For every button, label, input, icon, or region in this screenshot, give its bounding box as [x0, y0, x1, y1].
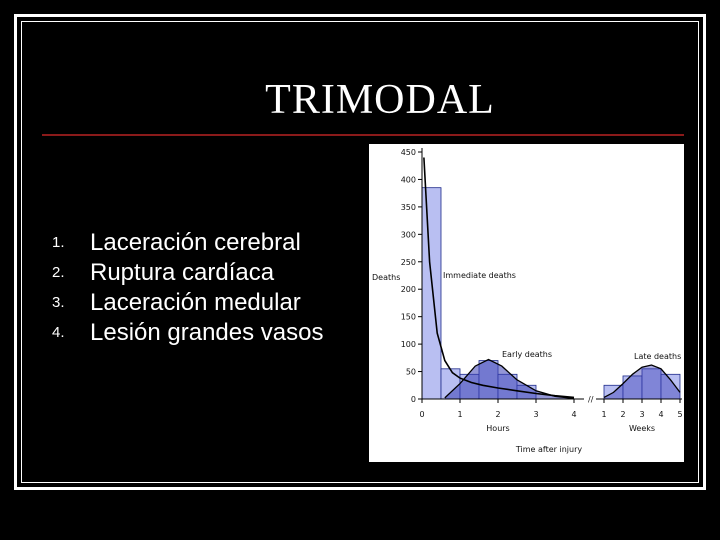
x-tick-label: 2 — [495, 410, 500, 419]
axis-break: // — [588, 395, 594, 404]
annotation-immediate-deaths: Immediate deaths — [443, 271, 516, 280]
title-divider — [42, 134, 684, 136]
week-tick-label: 2 — [620, 410, 625, 419]
early-deaths-area — [444, 359, 574, 399]
slide-frame-outer — [14, 14, 706, 490]
y-tick-label: 0 — [411, 395, 416, 404]
y-tick-label: 100 — [401, 340, 416, 349]
late-deaths-area — [604, 365, 680, 399]
list-item: 3. Laceración medular — [48, 288, 348, 318]
list-text: Laceración cerebral — [90, 229, 301, 256]
y-tick-label: 150 — [401, 313, 416, 322]
week-tick-label: 4 — [658, 410, 663, 419]
slide-frame-inner — [21, 21, 699, 483]
trimodal-chart: // 0 50 100 150 200 250 300 350 400 450 0 1 2 3 4 1 2 3 4 5 D… — [369, 144, 684, 462]
y-tick-label: 250 — [401, 258, 416, 267]
x-tick-label: 3 — [533, 410, 538, 419]
early-deaths-curve — [444, 358, 575, 400]
y-tick-label: 400 — [401, 175, 416, 184]
week-tick-label: 3 — [639, 410, 644, 419]
slide-title: TRIMODAL — [265, 77, 495, 123]
y-tick-label: 350 — [401, 203, 416, 212]
y-tick-label: 200 — [401, 285, 416, 294]
y-tick-label: 450 — [401, 148, 416, 157]
weeks-axis-label: Weeks — [629, 424, 655, 433]
annotation-late-deaths: Late deaths — [634, 352, 681, 361]
x-tick-label: 4 — [571, 410, 576, 419]
list-text: Laceración medular — [90, 289, 301, 316]
list-number: 2. — [52, 264, 65, 281]
hours-axis-label: Hours — [486, 424, 509, 433]
list-number: 1. — [52, 234, 65, 251]
annotation-early-deaths: Early deaths — [502, 350, 552, 359]
bar — [421, 187, 442, 400]
list-text: Lesión grandes vasos — [90, 319, 324, 346]
x-tick-label: 0 — [419, 410, 424, 419]
late-deaths-curve — [603, 364, 681, 398]
week-tick-label: 1 — [601, 410, 606, 419]
x-axis-label: Time after injury — [515, 445, 582, 454]
week-tick-label: 5 — [677, 410, 682, 419]
list-item: 2. Ruptura cardíaca — [48, 258, 348, 288]
list-number: 4. — [52, 324, 65, 341]
y-tick-label: 50 — [406, 368, 416, 377]
list-number: 3. — [52, 294, 65, 311]
y-axis-label: Deaths — [372, 273, 400, 282]
bullet-list: 1. Laceración cerebral 2. Ruptura cardíaca… — [48, 228, 348, 348]
chart-svg: // 0 50 100 150 200 250 300 350 400 450 0 1 2 3 4 1 2 3 4 5 D… — [372, 148, 683, 454]
y-tick-label: 300 — [401, 230, 416, 239]
x-tick-label: 1 — [457, 410, 462, 419]
list-text: Ruptura cardíaca — [90, 259, 275, 286]
immediate-deaths-curve — [423, 157, 575, 399]
list-item: 1. Laceración cerebral — [48, 228, 348, 258]
list-item: 4. Lesión grandes vasos — [48, 318, 348, 348]
